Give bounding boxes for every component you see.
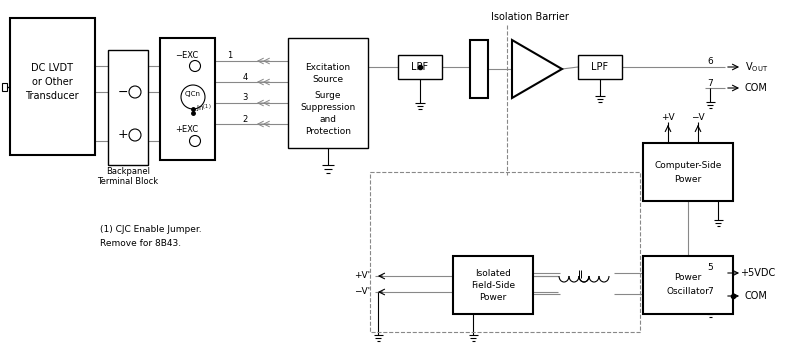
Text: 4: 4	[242, 73, 248, 82]
Circle shape	[129, 129, 141, 141]
Text: Transducer: Transducer	[25, 91, 79, 101]
Circle shape	[190, 136, 201, 146]
Bar	[643, 143, 733, 201]
Text: −EXC: −EXC	[175, 50, 198, 59]
Text: −: −	[118, 86, 129, 99]
Bar	[370, 172, 640, 332]
Text: Excitation: Excitation	[306, 63, 350, 73]
Text: Computer-Side: Computer-Side	[654, 161, 722, 170]
Text: −V: −V	[691, 113, 705, 121]
Text: LPF: LPF	[591, 62, 609, 72]
Circle shape	[181, 85, 205, 109]
Bar	[288, 38, 368, 148]
Text: V$_{\mathrm{OUT}}$: V$_{\mathrm{OUT}}$	[745, 60, 768, 74]
Text: 5: 5	[707, 264, 713, 272]
Text: CJCn: CJCn	[185, 91, 201, 97]
Text: Backpanel: Backpanel	[106, 168, 150, 176]
Bar	[643, 256, 733, 314]
Text: +V': +V'	[354, 271, 370, 281]
Text: LPF: LPF	[411, 62, 429, 72]
Text: 7: 7	[707, 287, 713, 295]
Text: 7: 7	[707, 78, 713, 88]
Text: 2: 2	[242, 114, 248, 124]
Bar	[2, 83, 7, 91]
Text: Isolated: Isolated	[475, 270, 511, 278]
Bar	[10, 18, 95, 155]
Text: Terminal Block: Terminal Block	[98, 177, 158, 187]
Text: Protection: Protection	[305, 126, 351, 136]
Text: Power: Power	[479, 294, 506, 302]
Text: Source: Source	[313, 75, 343, 84]
Text: Surge: Surge	[314, 90, 342, 100]
Text: 1: 1	[227, 51, 233, 61]
Text: Oscillator: Oscillator	[666, 288, 710, 296]
Text: +V: +V	[661, 113, 675, 121]
Bar	[470, 40, 488, 98]
Circle shape	[129, 86, 141, 98]
Text: +EXC: +EXC	[175, 126, 198, 134]
Text: DC LVDT: DC LVDT	[31, 63, 73, 73]
Text: COM: COM	[745, 291, 767, 301]
Text: +: +	[118, 128, 129, 142]
Text: Power: Power	[674, 274, 702, 283]
Text: Field-Side: Field-Side	[471, 282, 515, 290]
Text: and: and	[319, 114, 337, 124]
Bar	[453, 256, 533, 314]
Text: Jn$^{(1)}$: Jn$^{(1)}$	[196, 103, 211, 115]
Text: 3: 3	[242, 94, 248, 102]
Text: −V': −V'	[354, 288, 370, 296]
Bar	[160, 38, 215, 160]
Text: (1) CJC Enable Jumper.: (1) CJC Enable Jumper.	[100, 226, 202, 234]
Text: or Other: or Other	[32, 77, 72, 87]
Circle shape	[190, 61, 201, 71]
Text: Isolation Barrier: Isolation Barrier	[491, 12, 569, 22]
Bar	[398, 55, 442, 79]
Bar	[108, 50, 148, 165]
Text: Power: Power	[674, 175, 702, 183]
Text: COM: COM	[745, 83, 767, 93]
Text: +5VDC: +5VDC	[740, 268, 776, 278]
Text: 6: 6	[707, 57, 713, 67]
Text: Suppression: Suppression	[300, 102, 356, 112]
Text: Remove for 8B43.: Remove for 8B43.	[100, 239, 181, 247]
Bar	[578, 55, 622, 79]
